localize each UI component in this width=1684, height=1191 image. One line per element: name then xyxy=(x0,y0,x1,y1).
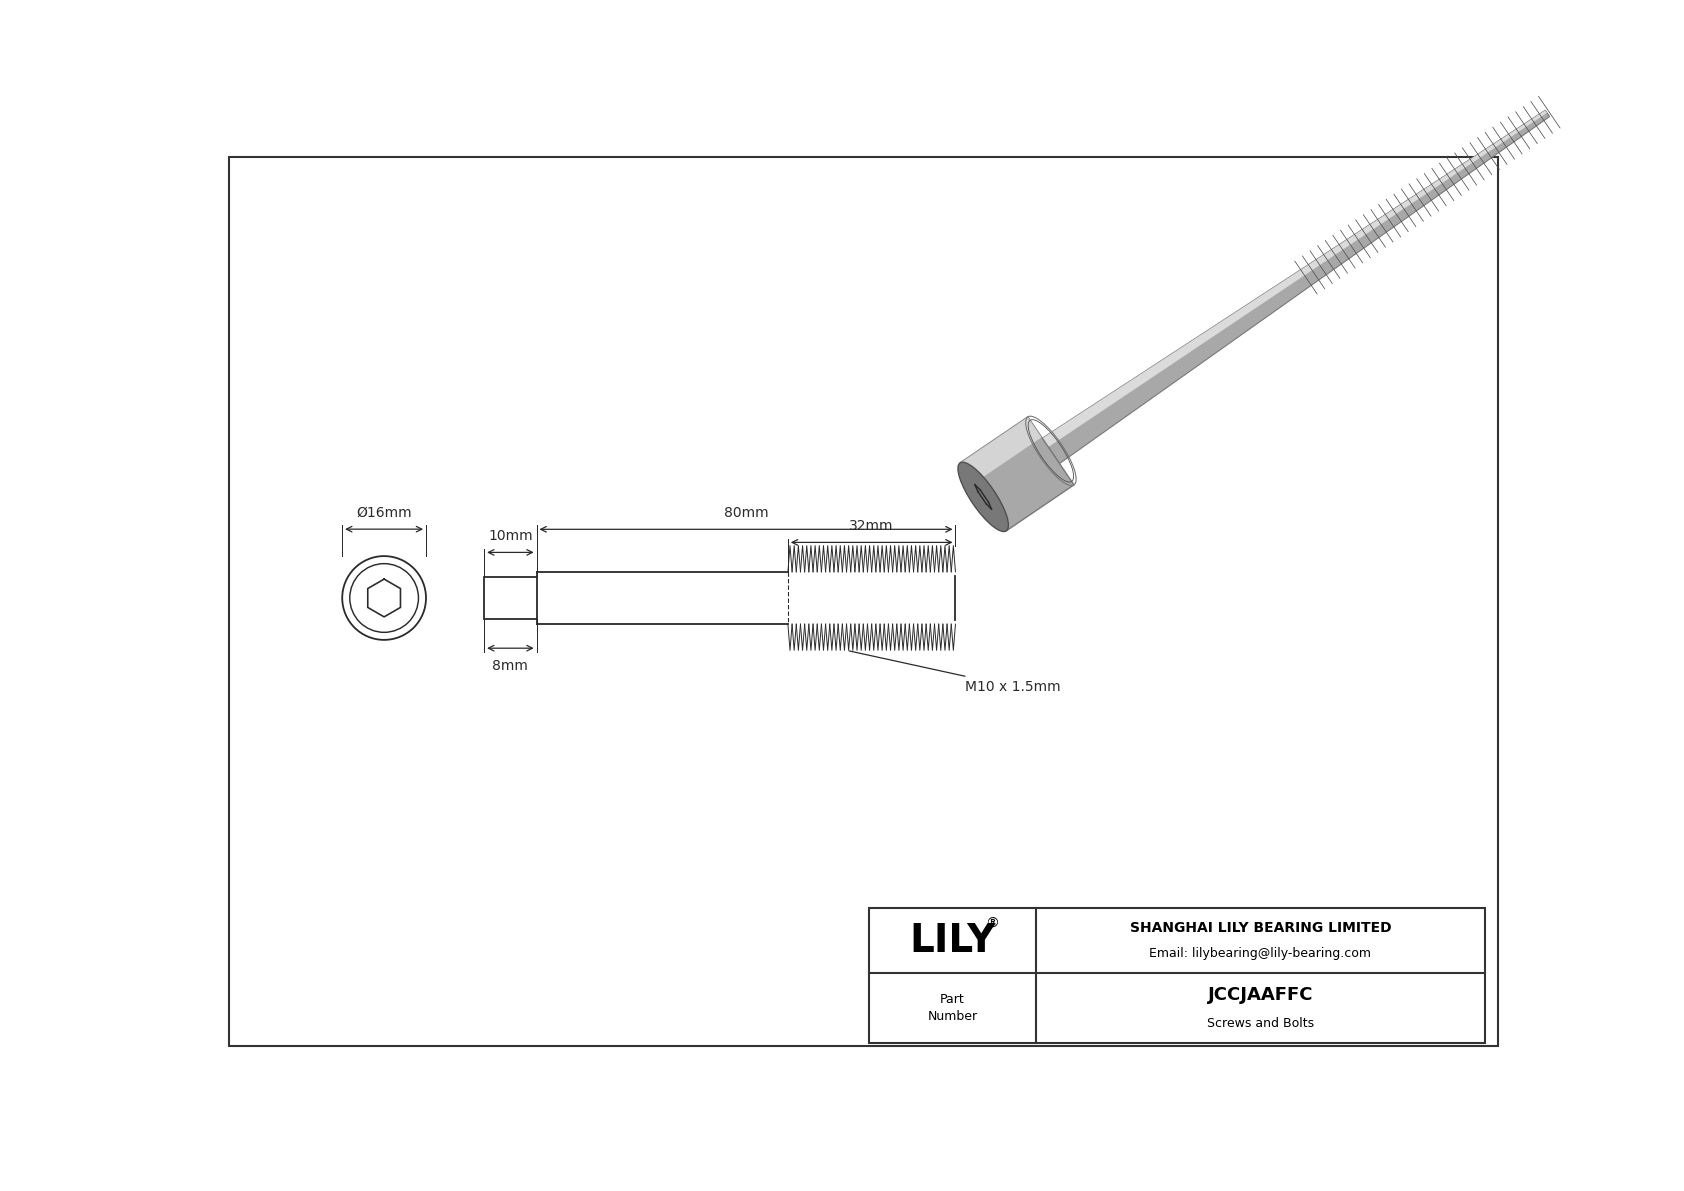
Polygon shape xyxy=(1042,111,1548,447)
Circle shape xyxy=(342,556,426,640)
Bar xyxy=(485,578,537,619)
Text: M10 x 1.5mm: M10 x 1.5mm xyxy=(849,651,1061,693)
Circle shape xyxy=(350,563,418,632)
Text: Ø16mm: Ø16mm xyxy=(357,506,413,520)
Text: LILY: LILY xyxy=(909,922,995,960)
Text: 80mm: 80mm xyxy=(724,506,768,520)
Text: 32mm: 32mm xyxy=(849,519,894,534)
Text: SHANGHAI LILY BEARING LIMITED: SHANGHAI LILY BEARING LIMITED xyxy=(1130,921,1391,935)
Polygon shape xyxy=(960,417,1042,484)
Text: Screws and Bolts: Screws and Bolts xyxy=(1207,1017,1314,1030)
Text: 8mm: 8mm xyxy=(492,659,529,673)
Text: Part
Number: Part Number xyxy=(928,993,977,1023)
Ellipse shape xyxy=(958,462,1009,531)
Text: Email: lilybearing@lily-bearing.com: Email: lilybearing@lily-bearing.com xyxy=(1150,947,1371,960)
Text: ®: ® xyxy=(985,917,999,930)
Text: 10mm: 10mm xyxy=(488,529,532,543)
Bar xyxy=(869,909,1485,1043)
Text: JCCJAAFFC: JCCJAAFFC xyxy=(1207,986,1314,1004)
Polygon shape xyxy=(1042,111,1549,463)
Polygon shape xyxy=(960,417,1074,531)
